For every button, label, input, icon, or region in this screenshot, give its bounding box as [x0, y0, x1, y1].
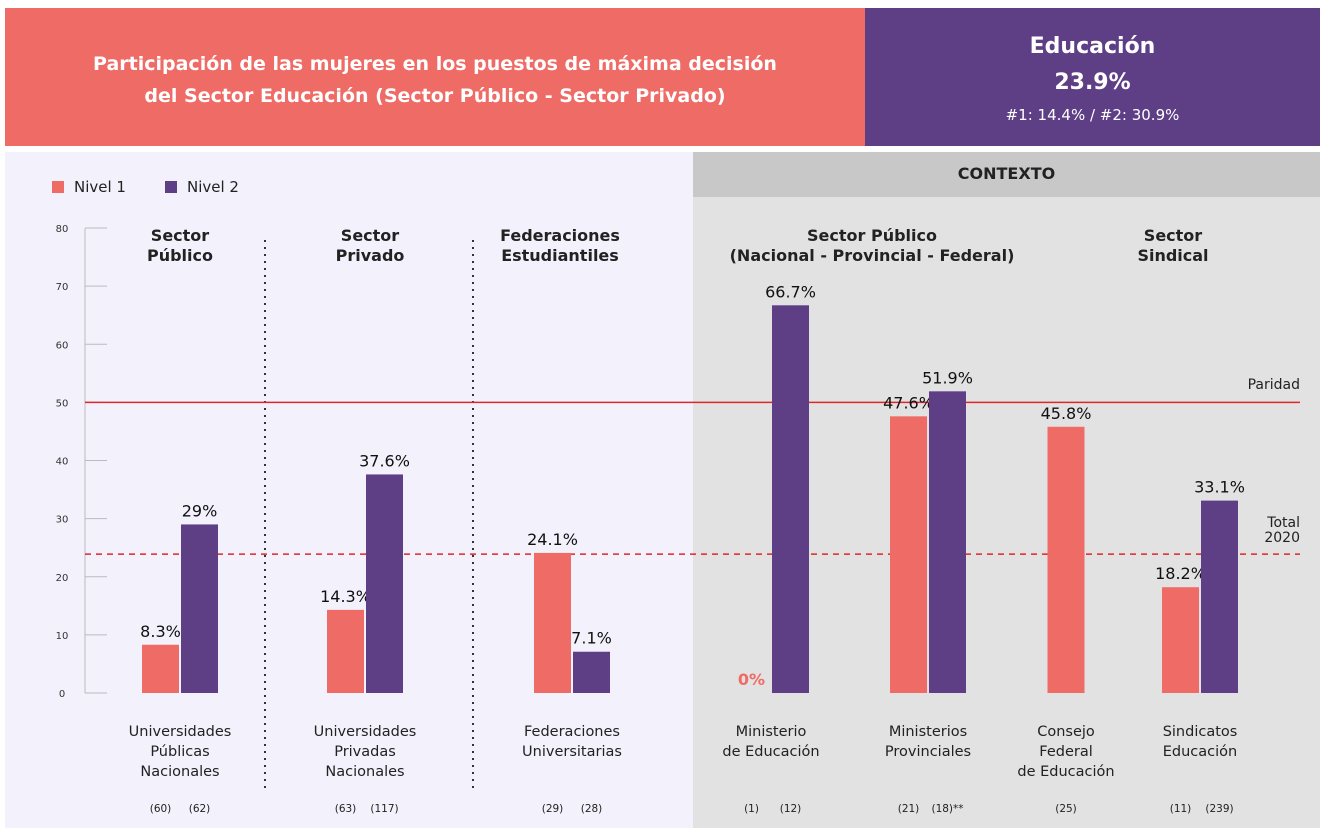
reference-label: Total 2020	[1264, 515, 1300, 547]
bar	[1047, 426, 1085, 693]
bar	[366, 474, 403, 693]
bar	[1201, 500, 1238, 693]
count-label: (25)	[1055, 803, 1077, 815]
bar	[534, 552, 571, 693]
main-panel	[5, 152, 693, 828]
y-tick-label: 50	[56, 398, 69, 409]
data-label: 33.1%	[1194, 478, 1245, 497]
y-tick-label: 0	[59, 689, 65, 700]
count-label: (21)	[898, 803, 920, 815]
group-title: Sector Público	[146, 226, 213, 265]
data-label: 45.8%	[1041, 404, 1092, 423]
count-label: (28)	[581, 803, 603, 815]
y-tick-label: 70	[56, 282, 69, 293]
header-band	[5, 8, 865, 146]
chart-title: Participación de las mujeres en los pues…	[93, 53, 777, 107]
count-label: (60)	[150, 803, 172, 815]
data-label: 37.6%	[359, 451, 410, 470]
x-tick-label: Ministerio de Educación	[722, 724, 820, 760]
legend-swatch	[52, 181, 64, 193]
count-label: (12)	[780, 803, 802, 815]
count-label: (62)	[189, 803, 211, 815]
summary-detail: #1: 14.4% / #2: 30.9%	[1005, 106, 1180, 124]
x-tick-label: Federaciones Universitarias	[522, 724, 622, 760]
reference-label: Paridad	[1247, 377, 1300, 394]
count-label: (239)	[1205, 803, 1233, 815]
bar	[142, 644, 179, 693]
data-label: 66.7%	[765, 282, 816, 301]
data-label: 0%	[738, 670, 765, 689]
bar	[772, 305, 809, 693]
x-tick-label: Consejo Federal de Educación	[1017, 724, 1115, 780]
legend-label: Nivel 2	[187, 178, 239, 196]
data-label: 51.9%	[922, 368, 973, 387]
bar	[181, 524, 218, 693]
legend-label: Nivel 1	[74, 178, 126, 196]
context-bar	[693, 152, 1320, 197]
count-label: (117)	[370, 803, 398, 815]
bar	[890, 416, 927, 693]
count-label: (11)	[1170, 803, 1192, 815]
data-label: 14.3%	[320, 587, 371, 606]
data-label: 7.1%	[571, 629, 612, 648]
y-tick-label: 30	[56, 515, 69, 526]
group-title: Sector Sindical	[1137, 226, 1209, 265]
group-title: Sector Público (Nacional - Provincial - …	[729, 226, 1015, 265]
count-label: (29)	[542, 803, 564, 815]
summary-band	[865, 8, 1320, 146]
y-tick-label: 60	[56, 340, 69, 351]
count-label: (18)**	[931, 803, 963, 815]
bar	[573, 651, 610, 693]
y-tick-label: 40	[56, 457, 69, 468]
x-tick-label: Universidades Públicas Nacionales	[128, 724, 232, 780]
data-label: 24.1%	[527, 530, 578, 549]
data-label: 29%	[182, 501, 218, 520]
data-label: 18.2%	[1155, 564, 1206, 583]
x-tick-label: Sindicatos Educación	[1162, 724, 1238, 760]
x-tick-label: Ministerios Provinciales	[884, 724, 972, 760]
x-tick-label: Universidades Privadas Nacionales	[313, 724, 417, 780]
bar	[929, 391, 966, 693]
bar	[327, 609, 364, 693]
context-label: CONTEXTO	[957, 164, 1056, 183]
group-title: Sector Privado	[335, 226, 405, 265]
count-label: (1)	[744, 803, 759, 815]
summary-value: 23.9%	[1054, 70, 1131, 95]
y-tick-label: 80	[56, 224, 69, 235]
count-label: (63)	[335, 803, 357, 815]
data-label: 47.6%	[883, 393, 934, 412]
summary-title: Educación	[1029, 34, 1156, 59]
legend-swatch	[165, 181, 177, 193]
y-tick-label: 20	[56, 573, 69, 584]
group-title: Federaciones Estudiantiles	[500, 226, 620, 265]
y-tick-label: 10	[56, 631, 69, 642]
bar	[1162, 587, 1199, 693]
data-label: 8.3%	[140, 622, 181, 641]
